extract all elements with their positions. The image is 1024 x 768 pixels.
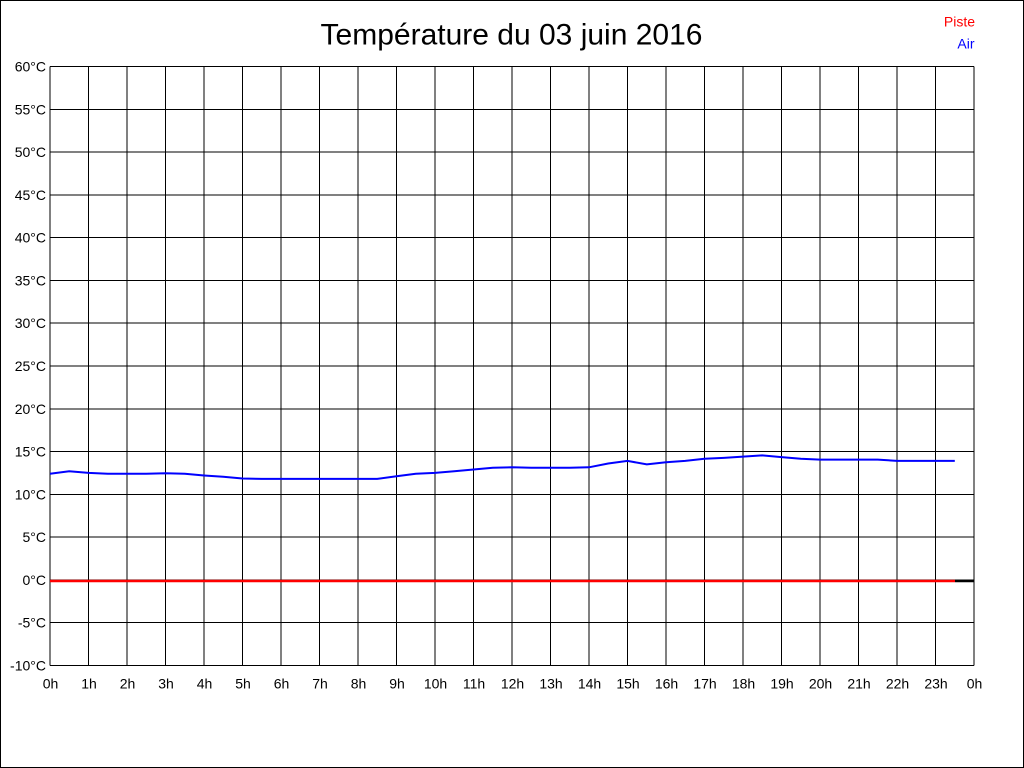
svg-text:21h: 21h [847,676,870,692]
svg-text:30°C: 30°C [15,315,46,331]
svg-text:2h: 2h [120,676,136,692]
svg-text:20h: 20h [809,676,832,692]
svg-text:9h: 9h [389,676,405,692]
svg-text:12h: 12h [501,676,524,692]
svg-text:18h: 18h [732,676,755,692]
svg-text:0h: 0h [43,676,59,692]
svg-text:14h: 14h [578,676,601,692]
svg-text:0h: 0h [967,676,983,692]
svg-text:15°C: 15°C [15,444,46,460]
svg-text:-5°C: -5°C [18,615,46,631]
svg-text:13h: 13h [539,676,562,692]
svg-text:10h: 10h [424,676,447,692]
svg-text:16h: 16h [655,676,678,692]
svg-text:3h: 3h [158,676,174,692]
svg-text:Air: Air [957,36,974,52]
svg-text:10°C: 10°C [15,486,46,502]
svg-text:Température du 03 juin 2016: Température du 03 juin 2016 [321,19,703,52]
svg-text:11h: 11h [463,676,485,692]
svg-text:45°C: 45°C [15,187,46,203]
svg-text:-10°C: -10°C [10,658,46,674]
svg-text:19h: 19h [770,676,793,692]
svg-text:17h: 17h [693,676,716,692]
svg-text:20°C: 20°C [15,401,46,417]
svg-text:55°C: 55°C [15,101,46,117]
svg-text:5°C: 5°C [23,529,47,545]
svg-text:6h: 6h [274,676,290,692]
svg-text:Piste: Piste [944,14,975,30]
svg-text:40°C: 40°C [15,230,46,246]
svg-text:50°C: 50°C [15,144,46,160]
svg-text:0°C: 0°C [23,572,47,588]
svg-text:5h: 5h [235,676,251,692]
svg-text:60°C: 60°C [15,59,46,75]
svg-text:1h: 1h [81,676,97,692]
svg-text:35°C: 35°C [15,272,46,288]
svg-text:7h: 7h [312,676,328,692]
svg-text:23h: 23h [924,676,947,692]
svg-text:22h: 22h [886,676,909,692]
svg-text:15h: 15h [616,676,639,692]
svg-text:8h: 8h [351,676,367,692]
svg-text:25°C: 25°C [15,358,46,374]
svg-text:4h: 4h [197,676,213,692]
